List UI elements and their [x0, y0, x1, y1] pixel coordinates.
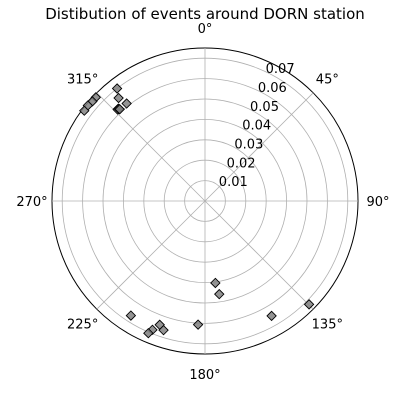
- radial-tick-label: 0.06: [258, 81, 287, 96]
- angular-tick-label: 90°: [366, 195, 389, 210]
- angular-tick-labels: 0° 45° 90° 135° 180° 225° 270° 315°: [16, 22, 389, 383]
- data-point-12: [210, 277, 221, 289]
- angular-tick-label: 0°: [198, 22, 213, 37]
- radial-tick-label: 0.07: [266, 62, 295, 77]
- data-point-20: [154, 319, 165, 330]
- data-point-14: [266, 310, 277, 322]
- data-point-21: [143, 327, 154, 339]
- data-point-9: [121, 98, 132, 109]
- radial-tick-label: 0.03: [234, 137, 263, 152]
- angular-gridlines: [52, 48, 358, 354]
- data-point-10: [113, 92, 124, 104]
- angular-tick-label: 180°: [189, 368, 220, 383]
- angular-tick-label: 135°: [312, 317, 343, 332]
- radial-tick-labels: 0.01 0.02 0.03 0.04 0.05 0.06 0.07: [219, 62, 295, 190]
- angular-tick-label: 270°: [16, 195, 47, 210]
- angular-tick-label: 45°: [316, 73, 339, 88]
- chart-title: Distibution of events around DORN statio…: [45, 5, 365, 23]
- angular-tick-label: 225°: [67, 317, 98, 332]
- data-point-15: [303, 299, 315, 310]
- data-point-19: [125, 310, 137, 321]
- data-point-4: [79, 105, 90, 116]
- data-point-8: [114, 104, 125, 115]
- data-point-16: [192, 319, 204, 330]
- data-point-11: [111, 83, 123, 94]
- angular-gridline-225: [96, 200, 206, 310]
- angular-tick-label: 315°: [67, 73, 98, 88]
- data-points: [79, 83, 315, 339]
- angular-gridline-135: [204, 200, 314, 310]
- data-point-13: [214, 288, 225, 300]
- radial-tick-label: 0.05: [250, 100, 279, 115]
- angular-gridline-45: [204, 92, 314, 202]
- radial-tick-label: 0.04: [242, 119, 271, 134]
- data-point-18: [147, 324, 158, 336]
- radial-tick-label: 0.01: [219, 175, 248, 190]
- radial-tick-label: 0.02: [227, 156, 256, 171]
